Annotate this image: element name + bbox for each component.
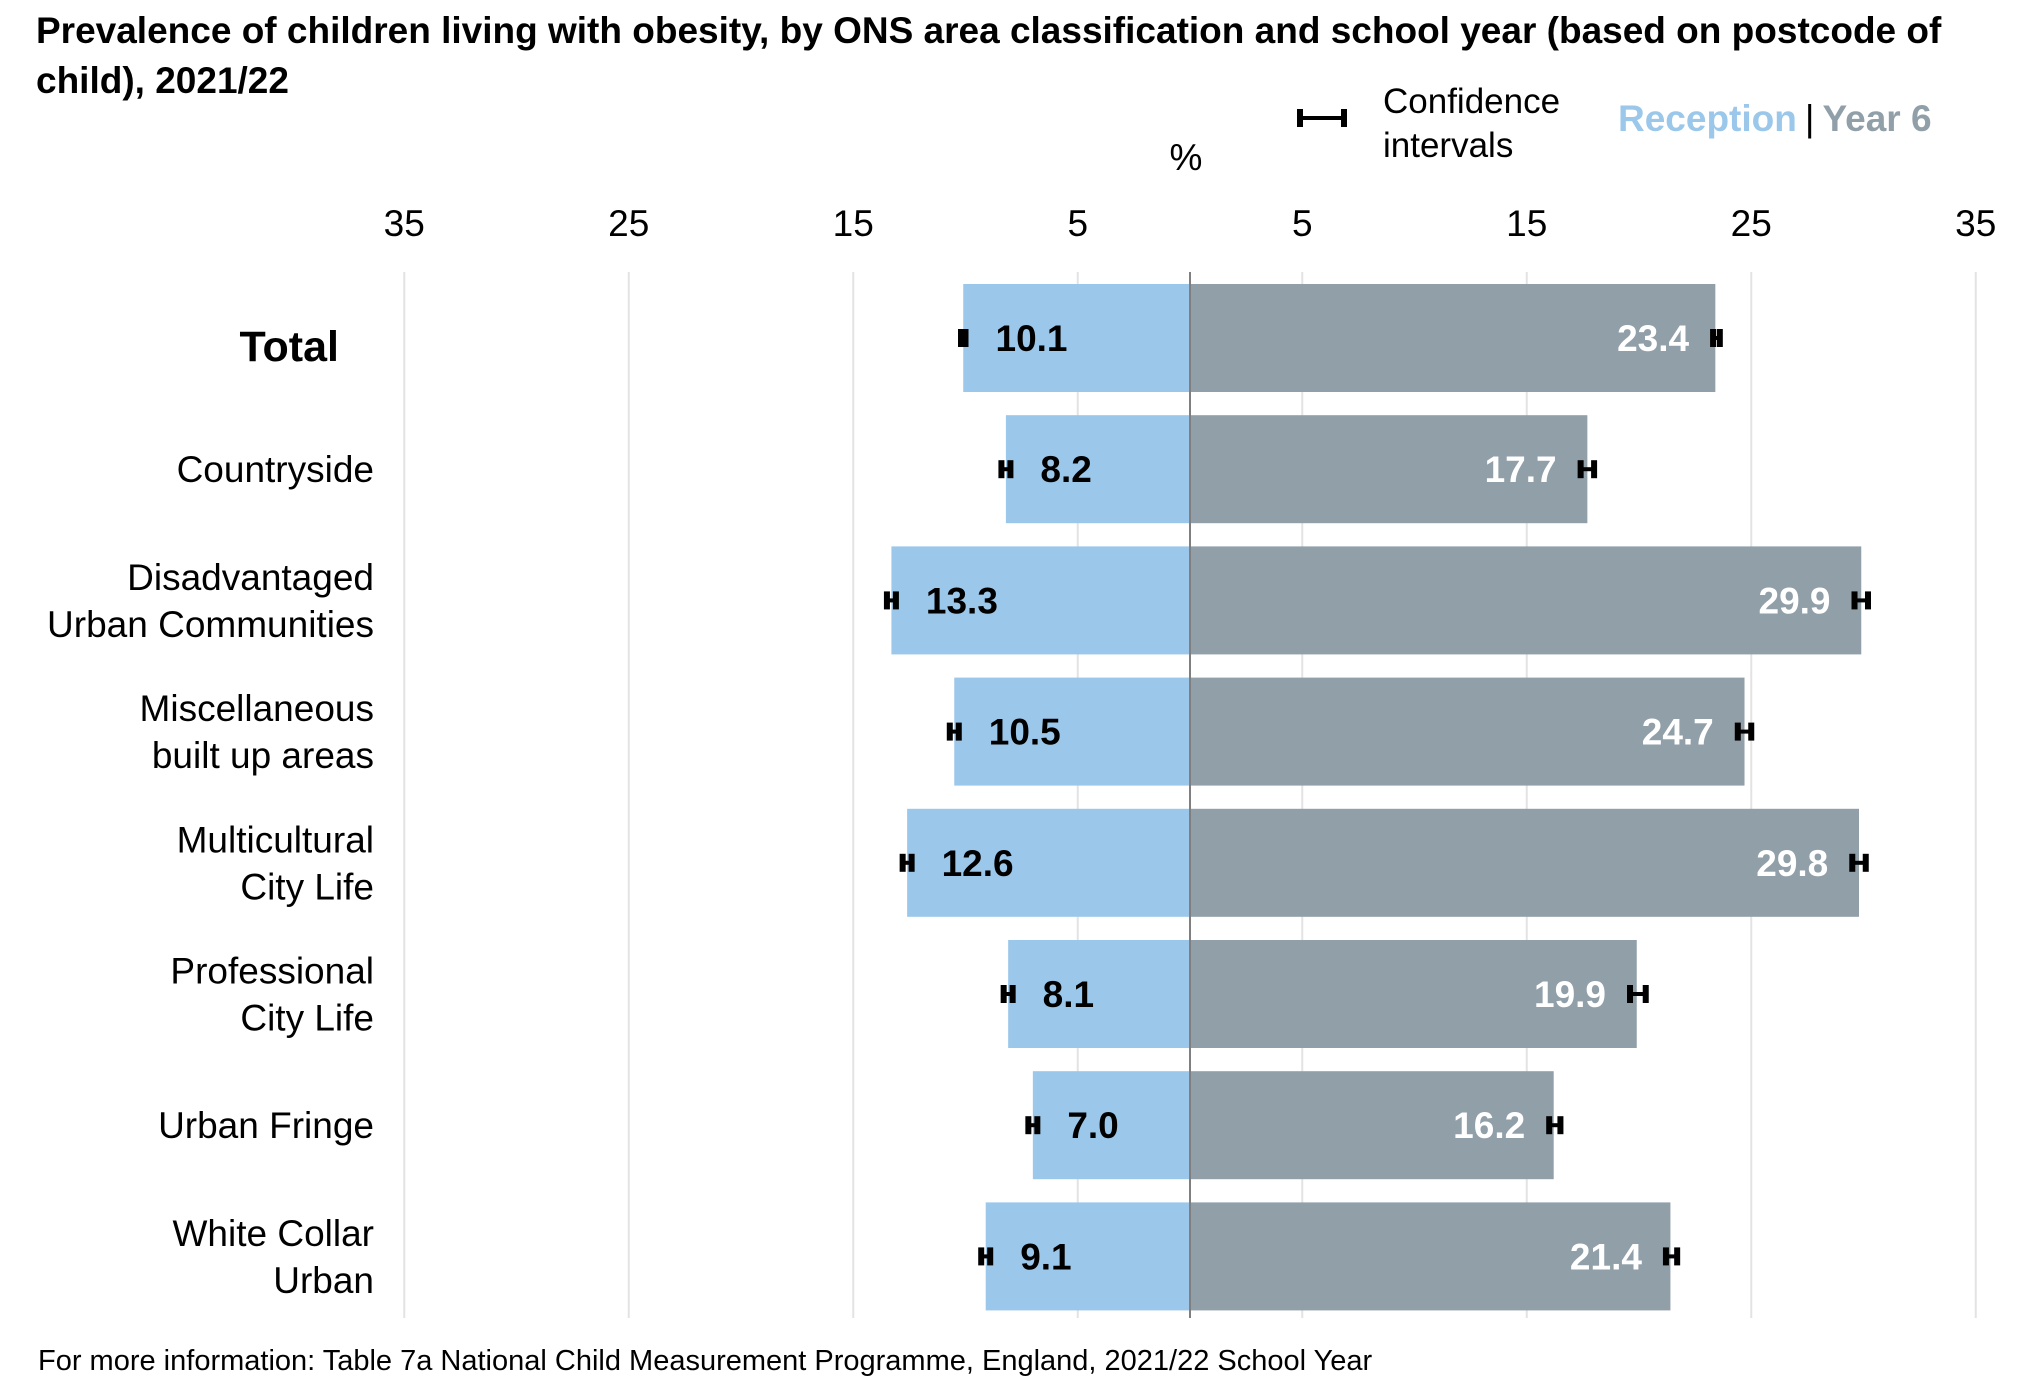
category-label-total: Total bbox=[239, 323, 339, 371]
bar-reception bbox=[963, 284, 1190, 392]
ci-year6 bbox=[1734, 722, 1755, 741]
tick-label: 5 bbox=[1067, 203, 1088, 244]
value-label-year6: 17.7 bbox=[1485, 449, 1557, 490]
value-label-reception: 8.1 bbox=[1043, 974, 1094, 1015]
ci-year6 bbox=[1710, 329, 1723, 347]
value-label-reception: 8.2 bbox=[1040, 449, 1091, 490]
ci-year6 bbox=[1627, 985, 1649, 1003]
chart-title: Prevalence of children living with obesi… bbox=[36, 10, 1942, 101]
category-label: White Collar Urban bbox=[173, 1213, 375, 1301]
value-label-year6: 29.8 bbox=[1756, 843, 1828, 884]
ci-year6 bbox=[1546, 1116, 1564, 1135]
category-label: Disadvantaged Urban Communities bbox=[47, 557, 374, 645]
ci-year6 bbox=[1662, 1247, 1681, 1266]
tick-label: 35 bbox=[384, 203, 425, 244]
tick-label: 15 bbox=[833, 203, 874, 244]
value-label-year6: 24.7 bbox=[1642, 712, 1714, 753]
tick-label: 35 bbox=[1955, 203, 1996, 244]
ci-reception bbox=[1000, 985, 1016, 1003]
value-label-year6: 21.4 bbox=[1570, 1236, 1642, 1277]
bar-year6 bbox=[1190, 1202, 1671, 1311]
category-labels: Total Countryside Disadvantaged Urban Commu… bbox=[47, 323, 374, 1301]
value-label-reception: 9.1 bbox=[1020, 1236, 1071, 1277]
bar-reception bbox=[1008, 940, 1190, 1048]
legend-reception: Reception bbox=[1618, 98, 1797, 139]
bar-year6 bbox=[1190, 677, 1745, 786]
value-label-reception: 7.0 bbox=[1067, 1105, 1118, 1146]
value-label-reception: 10.1 bbox=[996, 318, 1068, 359]
ci-year6 bbox=[1849, 853, 1869, 872]
axis-ticks: 35 25 15 5 5 15 25 35 bbox=[384, 203, 1997, 244]
ci-reception bbox=[978, 1247, 994, 1266]
bar-year6 bbox=[1190, 1071, 1554, 1180]
category-label: Urban Fringe bbox=[158, 1105, 374, 1146]
bar-year6 bbox=[1190, 940, 1637, 1048]
ci-reception bbox=[1025, 1116, 1041, 1135]
category-label: Multicultural City Life bbox=[177, 819, 374, 907]
value-label-year6: 16.2 bbox=[1453, 1105, 1525, 1146]
value-label-reception: 13.3 bbox=[926, 580, 998, 621]
bar-year6 bbox=[1190, 546, 1862, 655]
ci-year6 bbox=[1577, 460, 1598, 479]
legend-separator: | bbox=[1804, 98, 1815, 139]
bar-reception bbox=[1005, 415, 1190, 524]
bar-year6 bbox=[1190, 808, 1860, 917]
bars: 10.1 23.4 8.2 17.7 13.3 29.9 10.5 24.7 12.6 29.8 8… bbox=[883, 284, 1871, 1311]
value-label-year6: 19.9 bbox=[1534, 974, 1606, 1015]
footer-note: For more information: Table 7a National … bbox=[38, 1345, 1373, 1377]
ci-reception bbox=[998, 460, 1014, 479]
bar-reception bbox=[985, 1202, 1190, 1311]
axis-unit-label: % bbox=[1170, 137, 1203, 178]
value-label-reception: 10.5 bbox=[989, 712, 1061, 753]
tick-label: 15 bbox=[1506, 203, 1547, 244]
tick-label: 25 bbox=[1731, 203, 1772, 244]
error-bar-icon bbox=[1297, 109, 1347, 127]
value-label-year6: 29.9 bbox=[1759, 580, 1831, 621]
bar-reception bbox=[954, 677, 1190, 786]
value-label-year6: 23.4 bbox=[1617, 318, 1689, 359]
bar-year6 bbox=[1190, 415, 1588, 524]
bar-year6 bbox=[1190, 284, 1716, 392]
ci-reception bbox=[883, 591, 899, 610]
series-legend: Reception | Year 6 bbox=[1618, 98, 1932, 140]
confidence-interval-label: Confidence intervals bbox=[1383, 82, 1561, 165]
category-label: Professional City Life bbox=[170, 951, 374, 1039]
value-label-reception: 12.6 bbox=[942, 843, 1014, 884]
bar-reception bbox=[1032, 1071, 1190, 1180]
legend-year6: Year 6 bbox=[1822, 98, 1932, 139]
ci-year6 bbox=[1851, 591, 1871, 610]
bar-reception bbox=[907, 808, 1190, 917]
tick-label: 25 bbox=[608, 203, 649, 244]
tick-label: 5 bbox=[1292, 203, 1313, 244]
ci-reception bbox=[946, 722, 962, 741]
category-label: Countryside bbox=[177, 449, 374, 490]
bar-reception bbox=[891, 546, 1190, 655]
ci-reception bbox=[899, 853, 915, 872]
ci-reception bbox=[958, 329, 969, 347]
category-label: Miscellaneous built up areas bbox=[140, 688, 374, 776]
